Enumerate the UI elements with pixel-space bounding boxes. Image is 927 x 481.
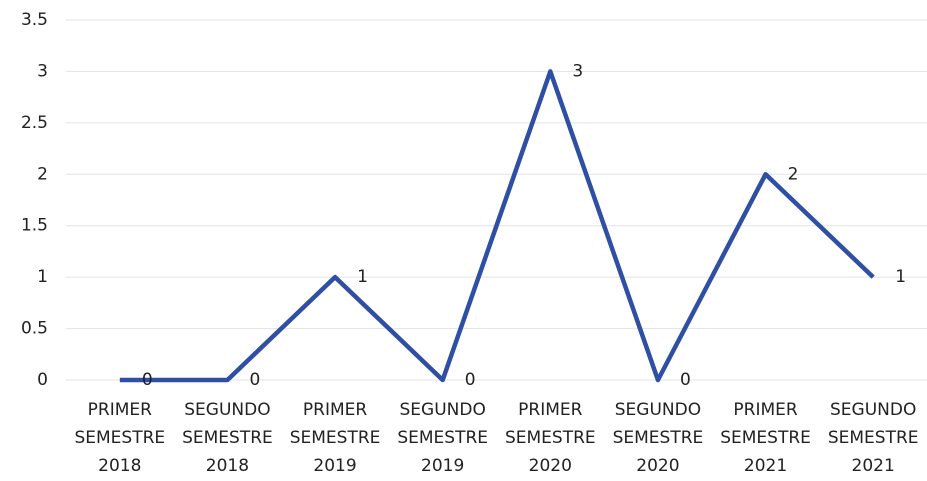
data-label: 0 (680, 370, 691, 390)
line (119, 69, 875, 383)
y-tick-label: 1 (37, 267, 48, 287)
x-tick-label: SEGUNDO SEMESTRE 2019 (397, 400, 489, 476)
y-tick-label: 3.5 (21, 10, 48, 30)
data-label: 1 (357, 267, 368, 287)
data-label: 1 (895, 267, 906, 287)
data-label: 2 (788, 164, 799, 184)
data-label: 0 (465, 370, 476, 390)
x-tick-label: SEGUNDO SEMESTRE 2018 (182, 400, 273, 476)
y-tick-label: 2 (37, 164, 48, 184)
data-label: 3 (572, 61, 583, 81)
x-tick-label: PRIMER SEMESTRE 2020 (504, 400, 596, 476)
y-tick-label: 0 (37, 370, 48, 390)
y-tick-label: 1.5 (21, 216, 48, 236)
x-tick-label: SEGUNDO SEMESTRE 2020 (612, 400, 704, 476)
y-tick-label: 0.5 (21, 319, 48, 339)
x-tick-label: PRIMER SEMESTRE 2018 (74, 400, 166, 476)
data-label: 0 (142, 370, 153, 390)
y-tick-label: 3 (37, 61, 48, 81)
x-tick-label: PRIMER SEMESTRE 2021 (720, 400, 811, 476)
y-tick-label: 2.5 (21, 113, 48, 133)
data-label: 0 (249, 370, 260, 390)
x-tick-label: PRIMER SEMESTRE 2019 (289, 400, 381, 476)
x-tick-label: SEGUNDO SEMESTRE 2021 (827, 400, 919, 476)
